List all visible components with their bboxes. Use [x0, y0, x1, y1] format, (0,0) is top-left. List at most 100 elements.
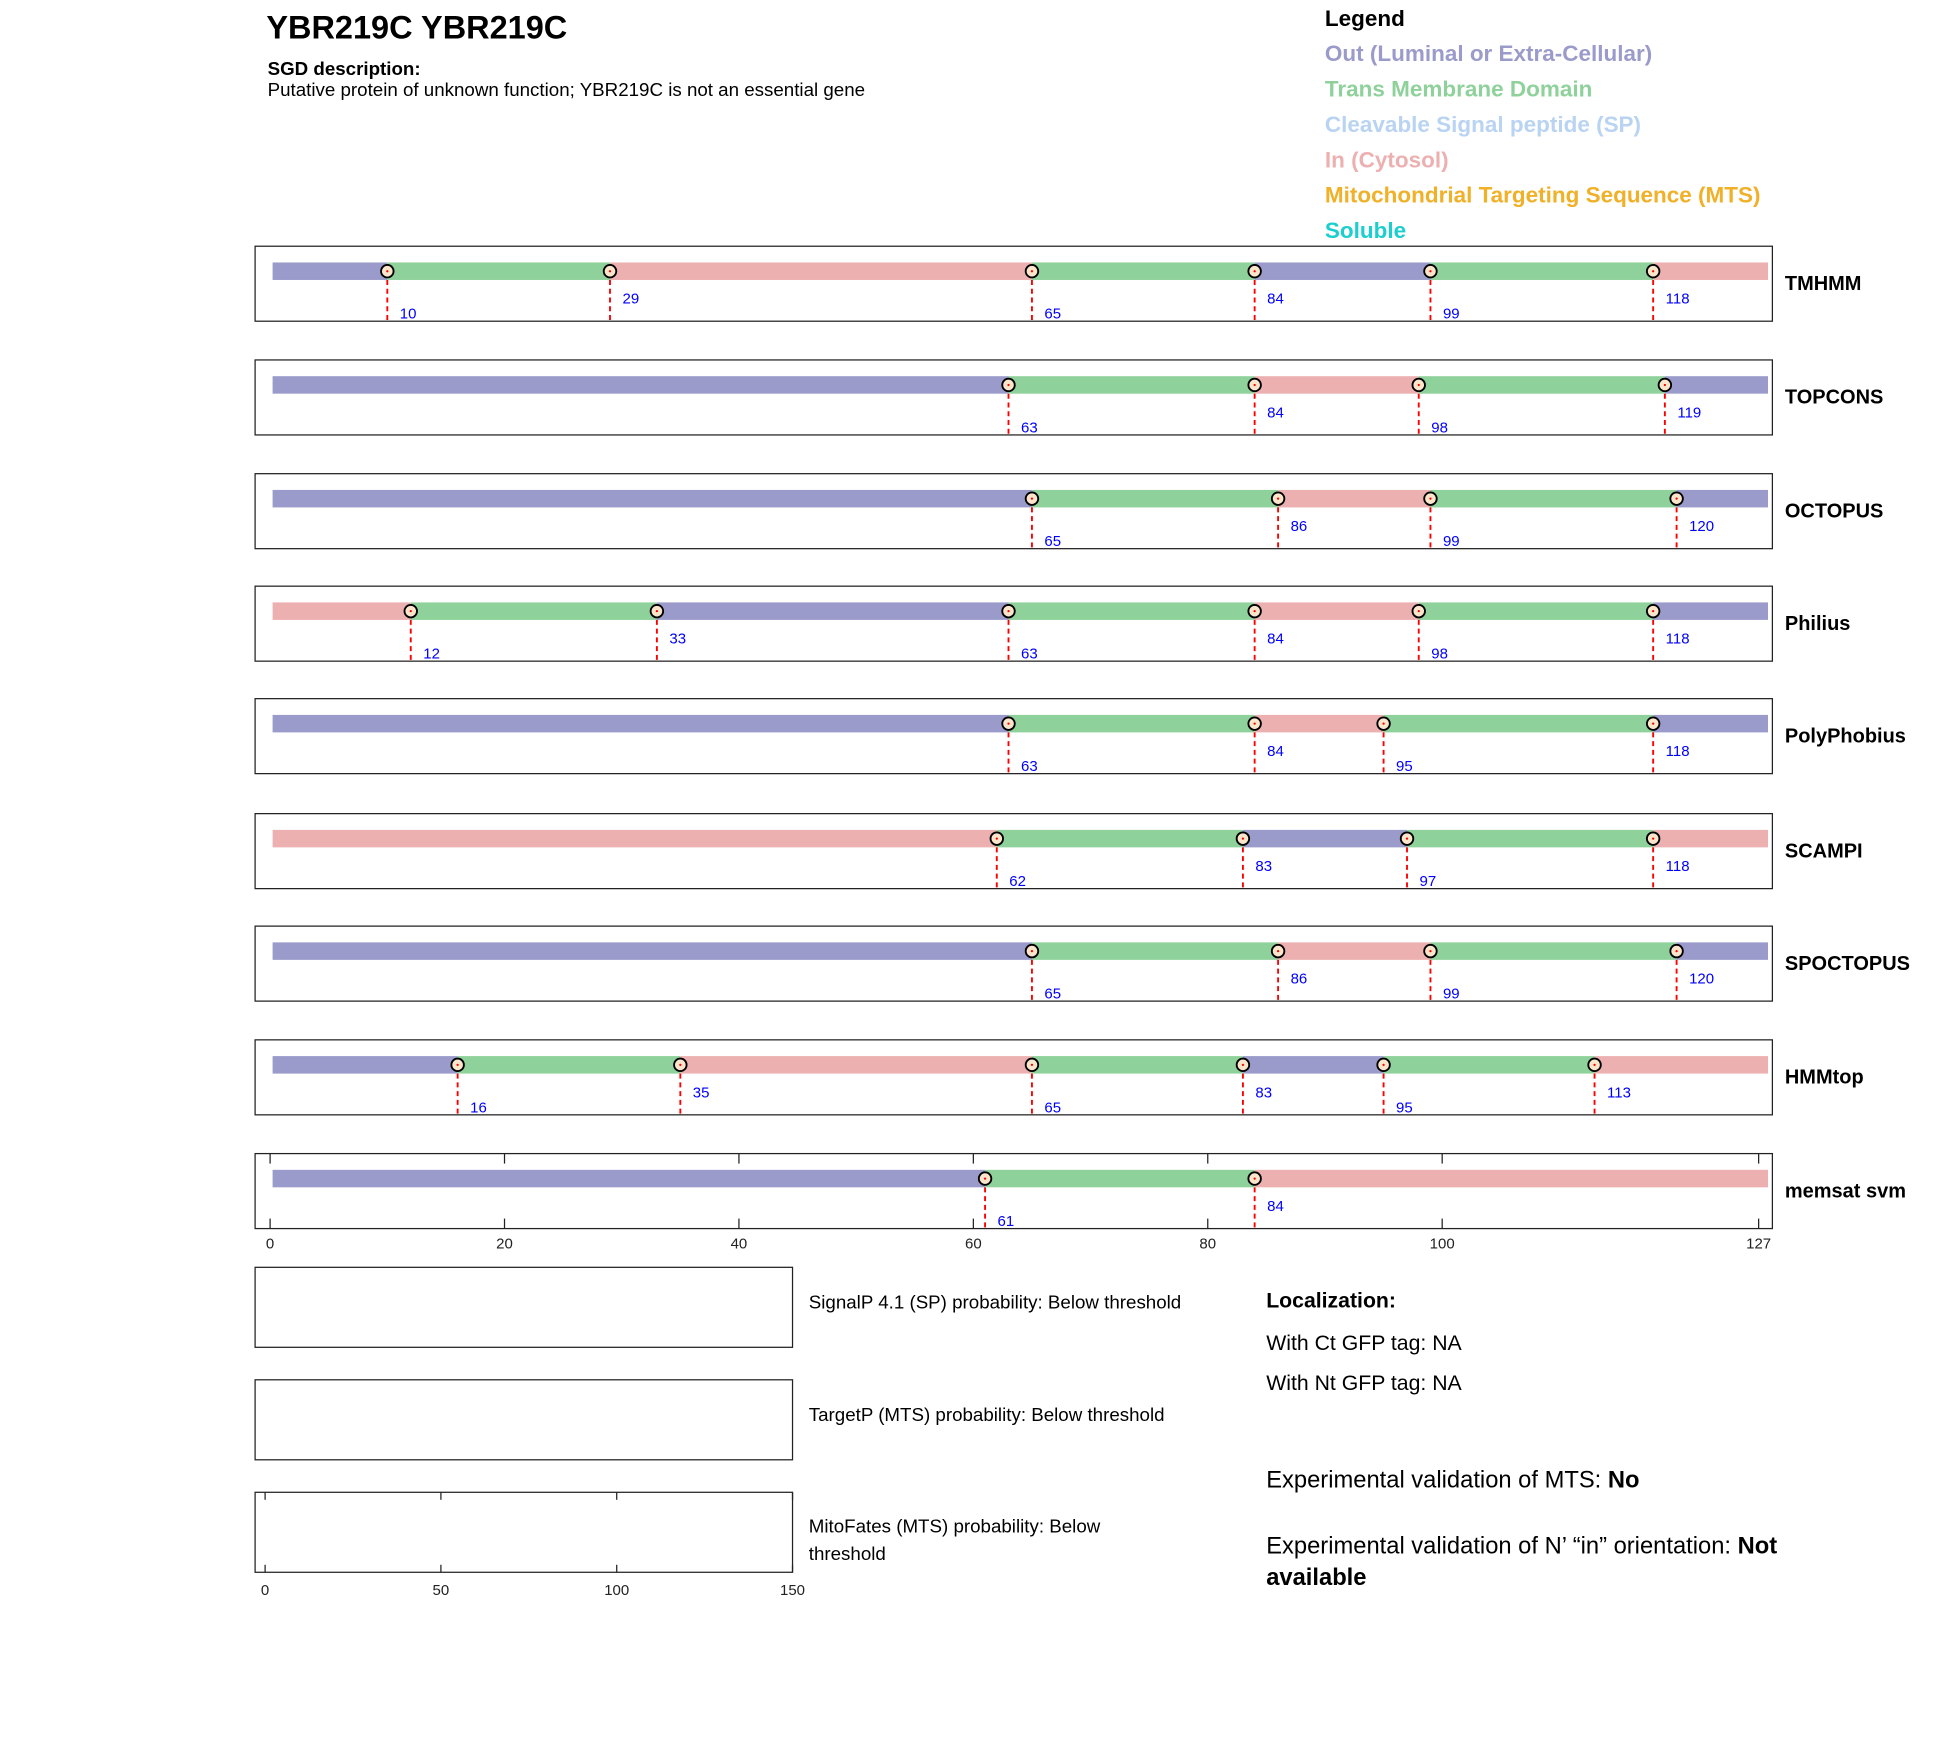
segment-out — [1664, 376, 1769, 394]
boundary-label: 65 — [1044, 533, 1061, 550]
track-frame — [254, 813, 1774, 890]
segment-out — [1254, 262, 1431, 280]
segment-tm — [1008, 376, 1255, 394]
boundary-label: 99 — [1443, 533, 1460, 550]
segment-tm — [1031, 942, 1279, 960]
boundary-marker-dot — [983, 1177, 987, 1180]
probability-frame — [254, 1266, 794, 1348]
boundary-label: 84 — [1267, 743, 1284, 760]
segment-in — [1254, 602, 1419, 620]
boundary-marker-dot — [1429, 270, 1432, 273]
boundary-marker-dot — [1405, 837, 1409, 840]
segment-out — [1242, 1056, 1384, 1074]
boundary-label: 118 — [1666, 291, 1690, 308]
track-frame — [254, 698, 1774, 775]
track-name: Philius — [1785, 613, 1851, 635]
segment-tm — [1430, 262, 1654, 280]
segment-tm — [996, 829, 1243, 848]
segment-tm — [1031, 489, 1279, 508]
axis-tick-label: 60 — [965, 1236, 982, 1253]
legend-item: Trans Membrane Domain — [1325, 77, 1592, 102]
localization-panel: Localization: With Ct GFP tag: NA With N… — [1266, 1288, 1777, 1590]
boundary-marker-dot — [1007, 383, 1010, 387]
boundary-label: 83 — [1255, 1084, 1272, 1101]
boundary-label: 120 — [1689, 518, 1714, 535]
segment-in — [1254, 1169, 1769, 1188]
boundary-marker-dot — [1241, 837, 1245, 840]
segment-in — [1254, 376, 1419, 394]
track-name: memsat svm — [1785, 1180, 1906, 1202]
boundary-label: 98 — [1431, 419, 1448, 436]
probability-label: SignalP 4.1 (SP) probability: Below thre… — [809, 1292, 1181, 1313]
boundary-label: 118 — [1666, 631, 1690, 648]
track-topcons: 63 84 98 119 TOPCONS — [254, 359, 1883, 436]
boundary-marker-dot — [1007, 722, 1010, 725]
segment-tm — [1430, 942, 1677, 960]
track-name: SPOCTOPUS — [1785, 953, 1910, 975]
segment-in — [680, 1056, 1032, 1074]
track-name: TOPCONS — [1785, 387, 1883, 409]
orientation-validation-label: Experimental validation of N’ “in” orien… — [1266, 1534, 1737, 1560]
boundary-marker-dot — [1652, 610, 1655, 613]
segment-out — [1676, 489, 1769, 508]
boundary-label: 29 — [623, 291, 640, 308]
boundary-label: 118 — [1666, 743, 1690, 760]
axis-tick-label: 100 — [1430, 1236, 1455, 1253]
boundary-marker-dot — [1417, 383, 1420, 387]
track-frame — [254, 359, 1774, 436]
track-name: PolyPhobius — [1785, 725, 1906, 747]
track-tmhmm: 10 29 65 84 99 118 TMHMM — [254, 245, 1862, 323]
track-scampi: 62 83 97 118 SCAMPI — [254, 813, 1863, 890]
boundary-label: 83 — [1255, 858, 1272, 875]
segment-tm — [985, 1169, 1255, 1188]
probability-label: MitoFates (MTS) probability: Below — [809, 1515, 1101, 1536]
axis-tick-label: 40 — [731, 1236, 748, 1253]
track-name: TMHMM — [1785, 273, 1862, 295]
track-frame — [254, 245, 1774, 322]
boundary-label: 63 — [1021, 646, 1038, 663]
boundary-marker-dot — [655, 610, 659, 613]
boundary-label: 97 — [1420, 873, 1437, 890]
segment-tm — [1031, 262, 1255, 280]
boundary-marker-dot — [1675, 949, 1678, 953]
mts-validation-text: Experimental validation of MTS: No — [1266, 1467, 1639, 1493]
boundary-label: 120 — [1689, 971, 1714, 988]
segment-in — [1653, 262, 1769, 280]
segment-tm — [1008, 602, 1255, 620]
segment-tm — [1031, 1056, 1243, 1074]
probability-panel: MitoFates (MTS) probability: Below thresh… — [254, 1491, 1101, 1599]
legend-item: In (Cytosol) — [1325, 147, 1449, 172]
boundary-label: 65 — [1044, 306, 1061, 323]
boundary-marker-dot — [1652, 722, 1655, 725]
boundary-marker-dot — [1652, 837, 1655, 840]
segment-out — [272, 942, 1032, 960]
segment-out — [656, 602, 1009, 620]
boundary-marker-dot — [386, 270, 389, 273]
axis-tick-label: 50 — [433, 1582, 450, 1599]
boundary-label: 84 — [1267, 291, 1284, 308]
track-name: HMMtop — [1785, 1067, 1864, 1089]
boundary-marker-dot — [1030, 949, 1034, 953]
boundary-label: 12 — [423, 646, 440, 663]
axis-tick-label: 20 — [496, 1236, 513, 1253]
legend-item: Out (Luminal or Extra-Cellular) — [1325, 41, 1652, 66]
boundary-label: 119 — [1677, 404, 1701, 421]
probability-label: TargetP (MTS) probability: Below thresho… — [809, 1404, 1165, 1425]
boundary-label: 16 — [470, 1099, 487, 1116]
legend-title: Legend — [1325, 6, 1405, 31]
segment-tm — [1418, 376, 1665, 394]
boundary-label: 86 — [1291, 971, 1308, 988]
segment-in — [1653, 829, 1769, 848]
sgd-description-label: SGD description: — [268, 58, 421, 79]
track-name: SCAMPI — [1785, 840, 1863, 862]
probability-frame — [254, 1491, 794, 1573]
segment-tm — [410, 602, 657, 620]
boundary-label: 95 — [1396, 758, 1413, 775]
probability-frame — [254, 1379, 794, 1461]
boundary-label: 84 — [1267, 1198, 1284, 1215]
legend: Legend Out (Luminal or Extra-Cellular) Tr… — [1325, 6, 1761, 243]
segment-in — [1278, 489, 1431, 508]
track-frame — [254, 473, 1774, 550]
track-frame — [254, 1039, 1774, 1116]
